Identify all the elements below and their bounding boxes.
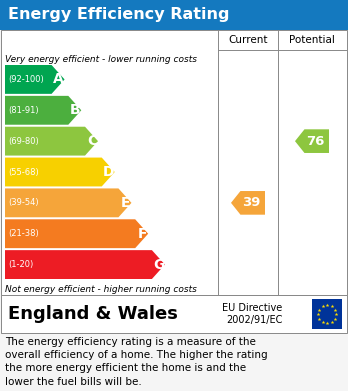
Text: The energy efficiency rating is a measure of the
overall efficiency of a home. T: The energy efficiency rating is a measur… [5,337,268,387]
Text: (69-80): (69-80) [8,136,39,145]
Text: (1-20): (1-20) [8,260,33,269]
Text: Not energy efficient - higher running costs: Not energy efficient - higher running co… [5,285,197,294]
Text: Very energy efficient - lower running costs: Very energy efficient - lower running co… [5,56,197,65]
Text: (81-91): (81-91) [8,106,39,115]
Text: A: A [53,72,64,86]
Polygon shape [5,188,132,217]
Text: (92-100): (92-100) [8,75,44,84]
Text: B: B [70,103,81,117]
Text: C: C [87,134,97,148]
Polygon shape [5,219,148,248]
Text: (21-38): (21-38) [8,229,39,238]
Text: D: D [103,165,114,179]
Text: Potential: Potential [289,35,335,45]
Bar [312,299,342,329]
Bar [0,0,348,30]
Polygon shape [5,65,65,94]
Bar [1,295,347,333]
Text: England & Wales: England & Wales [8,305,178,323]
Text: (39-54): (39-54) [8,198,39,207]
Bar [1,30,347,295]
Polygon shape [5,127,98,156]
Text: 39: 39 [242,196,260,209]
Polygon shape [5,158,115,187]
Polygon shape [231,191,265,215]
Text: Energy Efficiency Rating: Energy Efficiency Rating [8,7,229,23]
Text: G: G [153,258,165,272]
Text: EU Directive
2002/91/EC: EU Directive 2002/91/EC [222,303,282,325]
Polygon shape [5,96,81,125]
Text: (55-68): (55-68) [8,167,39,176]
Text: F: F [137,227,147,241]
Text: E: E [121,196,130,210]
Polygon shape [5,250,165,279]
Text: Current: Current [228,35,268,45]
Text: 76: 76 [306,135,324,148]
Polygon shape [295,129,329,153]
